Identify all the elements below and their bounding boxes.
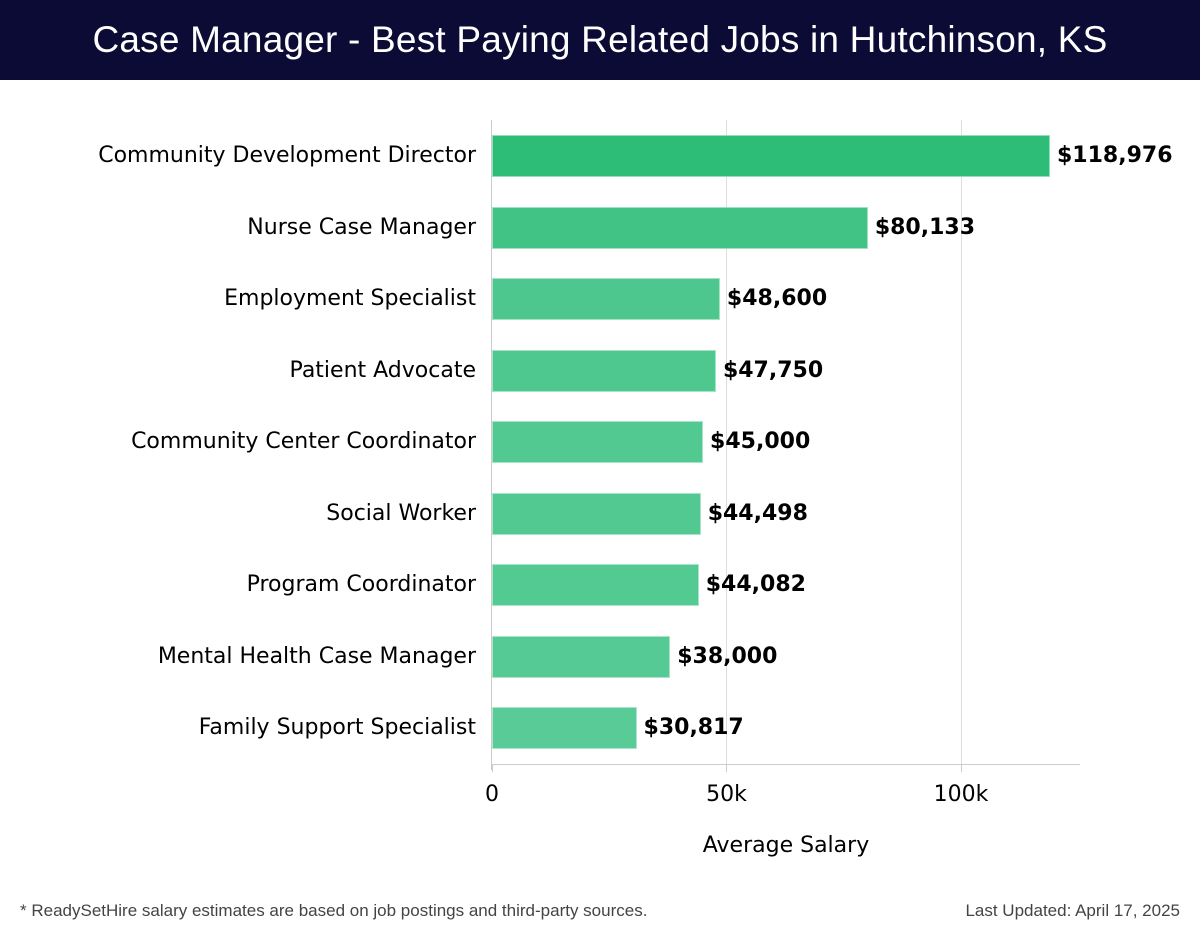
- value-label: $44,082: [705, 572, 806, 597]
- salary-bar: [492, 707, 637, 749]
- source-footnote: * ReadySetHire salary estimates are base…: [20, 901, 648, 920]
- value-label: $48,600: [726, 286, 828, 311]
- category-label: Employment Specialist: [224, 286, 476, 311]
- category-label: Patient Advocate: [289, 357, 476, 383]
- x-axis-label: Average Salary: [702, 833, 870, 858]
- last-updated: Last Updated: April 17, 2025: [965, 901, 1180, 920]
- value-label: $47,750: [722, 357, 824, 383]
- category-label: Mental Health Case Manager: [157, 643, 476, 669]
- category-label: Community Development Director: [98, 143, 476, 168]
- category-label: Nurse Case Manager: [247, 214, 476, 240]
- category-label: Social Worker: [326, 500, 476, 526]
- salary-bar: [492, 635, 671, 678]
- gridline-100k: [961, 120, 962, 765]
- salary-bar: [492, 206, 868, 249]
- x-axis-line: [491, 764, 1080, 765]
- chart-title: Case Manager - Best Paying Related Jobs …: [92, 19, 1108, 60]
- salary-bar: [492, 349, 716, 392]
- tick-mark: [491, 764, 493, 772]
- gridline-50k: [726, 120, 727, 765]
- category-label: Community Center Coordinator: [131, 429, 476, 454]
- salary-bar: [492, 421, 704, 463]
- salary-bar: [492, 278, 720, 320]
- salary-bar: [492, 492, 701, 535]
- salary-bar: [492, 564, 699, 606]
- y-axis-line: [491, 120, 492, 770]
- value-label: $80,133: [874, 214, 976, 240]
- chart-title-bar: Case Manager - Best Paying Related Jobs …: [0, 0, 1200, 80]
- x-tick-label: 100k: [933, 782, 989, 807]
- tick-mark: [960, 764, 962, 772]
- value-label: $30,817: [643, 715, 744, 740]
- category-label: Program Coordinator: [246, 572, 476, 597]
- value-label: $38,000: [677, 643, 778, 669]
- tick-mark: [726, 764, 727, 772]
- x-tick-label: 50k: [706, 782, 747, 807]
- salary-bar: [492, 135, 1050, 177]
- value-label: $44,498: [707, 500, 808, 526]
- value-label: $118,976: [1056, 143, 1173, 168]
- value-label: $45,000: [710, 429, 811, 454]
- x-tick-label: 0: [485, 782, 499, 807]
- category-label: Family Support Specialist: [198, 715, 476, 740]
